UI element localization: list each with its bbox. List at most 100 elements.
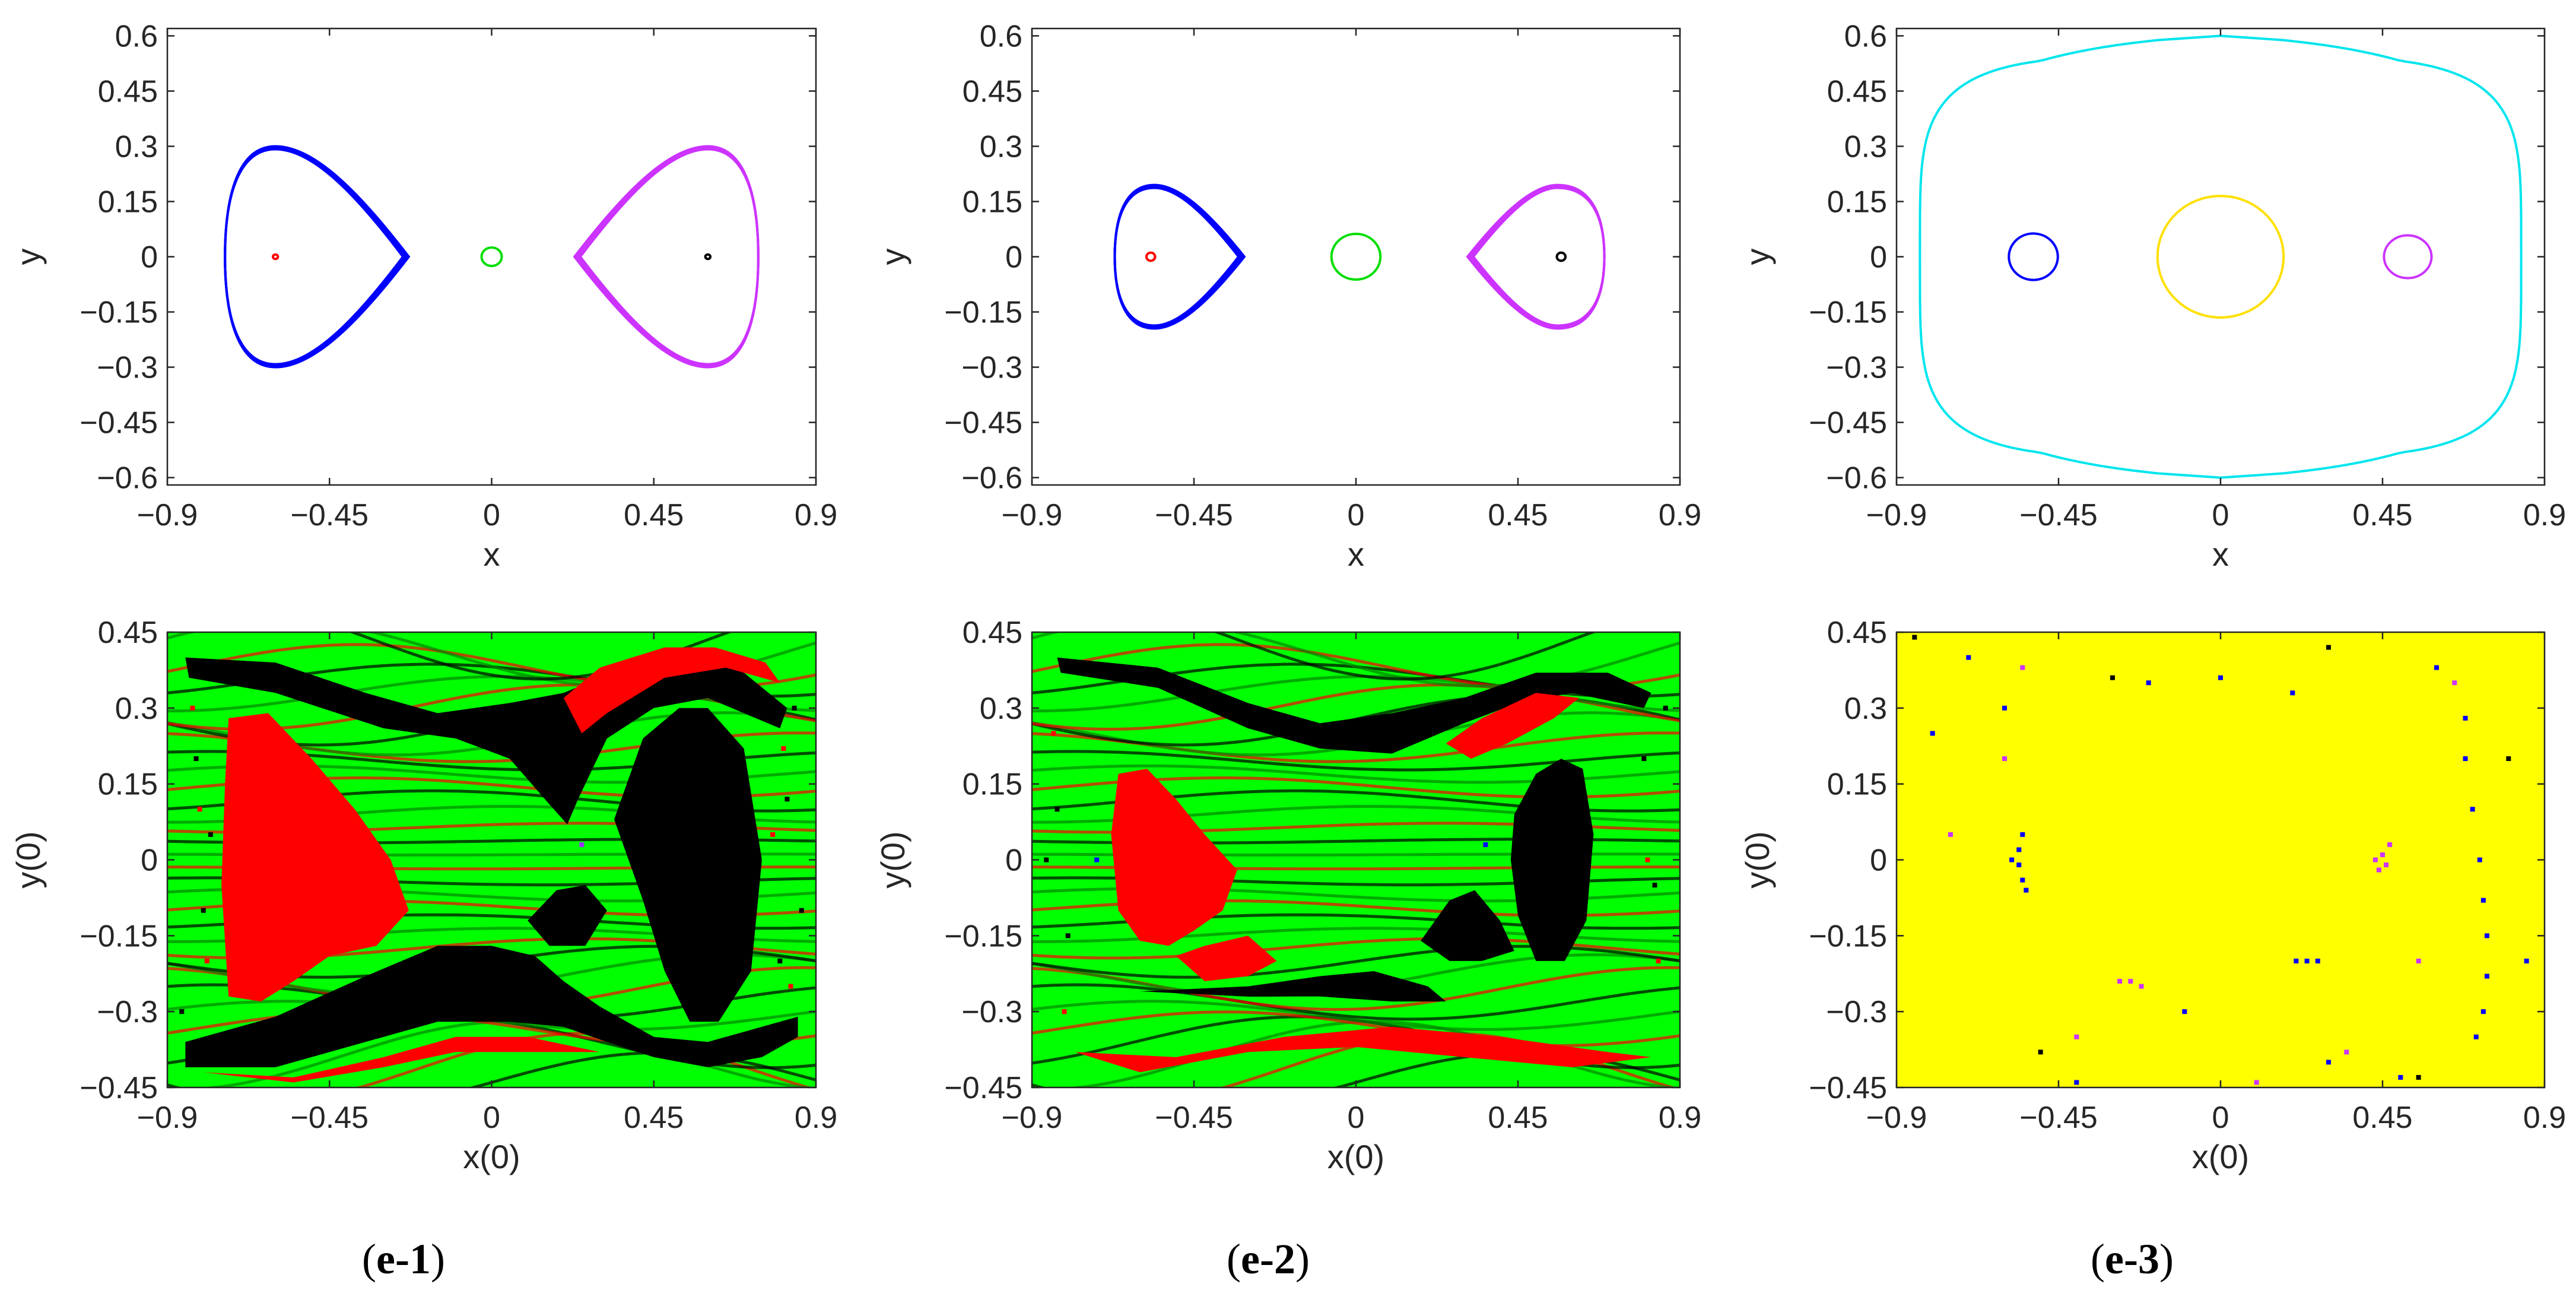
basin-point (2016, 847, 2022, 852)
x-axis-label: x (2212, 535, 2229, 573)
x-tick-label: 0.45 (1488, 498, 1548, 532)
y-axis-label: y (874, 249, 911, 265)
x-tick-label: −0.45 (1155, 498, 1233, 532)
basin-point (2315, 958, 2320, 963)
basin-point (2484, 933, 2489, 938)
basin-point (2398, 1074, 2403, 1080)
basin-point (201, 908, 206, 913)
x-axis-label: x(0) (463, 1138, 520, 1175)
basin-point (792, 705, 797, 711)
basin-point (204, 958, 209, 963)
basin-band (348, 632, 733, 681)
x-tick-label: 0.45 (2352, 1101, 2412, 1135)
x-tick-label: 0.9 (1659, 498, 1701, 532)
y-tick-label: 0.45 (1827, 74, 1887, 109)
basin-point (1645, 857, 1650, 863)
basin-point (2376, 867, 2381, 873)
x-tick-label: 0.9 (1659, 1101, 1701, 1135)
x-tick-label: −0.45 (290, 1101, 369, 1135)
basin-point (2304, 958, 2310, 963)
x-axis-label: x (1348, 535, 1364, 573)
basin-point (1663, 705, 1668, 711)
x-tick-label: 0 (1348, 1101, 1365, 1135)
y-tick-label: 0.3 (115, 692, 158, 726)
x-tick-label: 0.9 (2523, 1101, 2566, 1135)
orbit-lobe (1472, 186, 1606, 327)
orbit-circle (1555, 251, 1567, 262)
basin-point (2117, 979, 2123, 984)
basin-band (1032, 1010, 1680, 1048)
basin-region (1446, 693, 1580, 759)
plot-area (1113, 183, 1606, 330)
x-axis-label: x (484, 535, 500, 573)
plot-area (224, 145, 760, 369)
basin-point (1051, 731, 1056, 736)
basin-band (1032, 1000, 1680, 1031)
orbit-circle (271, 253, 279, 261)
basin-point (1912, 635, 1917, 640)
y-tick-label: −0.15 (1809, 919, 1887, 953)
orbit-outer (1918, 34, 2523, 479)
basin-region (1111, 769, 1237, 946)
basin-band (167, 674, 816, 713)
basin-point (2326, 1060, 2331, 1065)
x-axis-label: x(0) (1327, 1138, 1384, 1175)
basin-map-e3: −0.9 −0.45 0 0.45 0.90.450.30.150−0.15−0.3−0… (1739, 616, 2566, 1175)
basin-region (1510, 759, 1594, 961)
orbit-circle (1330, 233, 1382, 281)
y-tick-label: 0.45 (98, 616, 158, 650)
basin-point (2218, 675, 2223, 680)
orbit-lobe (579, 148, 760, 366)
basin-point (2020, 877, 2025, 883)
y-tick-label: 0 (1005, 240, 1022, 275)
y-tick-label: 0.3 (115, 129, 158, 164)
basin-point (1652, 883, 1657, 888)
basin-point (2434, 665, 2439, 670)
y-tick-label: 0.45 (98, 74, 158, 109)
y-tick-label: 0.3 (1844, 692, 1887, 726)
y-tick-label: −0.45 (944, 406, 1022, 440)
plot-background (1897, 28, 2545, 485)
y-tick-label: −0.6 (961, 461, 1022, 496)
basin-point (2020, 832, 2025, 837)
x-tick-label: 0 (483, 498, 500, 532)
y-tick-label: −0.3 (1826, 351, 1887, 385)
y-axis-label: y (1739, 249, 1776, 265)
y-tick-label: 0.15 (98, 768, 158, 802)
y-tick-label: −0.6 (97, 461, 158, 496)
basin-region (1176, 936, 1277, 981)
basin-point (2384, 863, 2389, 868)
basin-band (1032, 983, 1680, 1021)
basin-point (2380, 852, 2385, 857)
y-tick-label: 0.15 (98, 185, 158, 219)
x-tick-label: −0.45 (1155, 1101, 1233, 1135)
basin-point (2038, 1049, 2043, 1055)
basin-point (2506, 756, 2511, 762)
y-tick-label: −0.45 (80, 1071, 158, 1105)
basin-point (1065, 933, 1071, 938)
x-tick-label: 0 (1348, 498, 1365, 532)
basin-region (185, 946, 798, 1067)
basin-region (1057, 657, 1651, 754)
basin-point (2473, 1034, 2479, 1039)
basin-point (2294, 958, 2299, 963)
orbit-circle (2156, 195, 2285, 319)
panel-label-e1: (e-1) (362, 1235, 445, 1283)
basin-region (614, 708, 762, 1022)
y-tick-label: −0.15 (80, 919, 158, 953)
x-axis-label: x(0) (2192, 1138, 2249, 1175)
x-tick-label: 0 (2212, 498, 2229, 532)
basin-point (1483, 842, 1488, 847)
basin-band (1032, 944, 1680, 979)
panel-label-text: e-3 (2105, 1235, 2159, 1283)
basin-point (2470, 807, 2475, 812)
basin-point (1948, 832, 1953, 837)
x-tick-label: −0.9 (137, 498, 198, 532)
basin-point (1966, 655, 1971, 660)
basin-point (2182, 1009, 2187, 1014)
y-tick-label: −0.45 (1809, 1071, 1887, 1105)
basin-point (2416, 958, 2421, 963)
x-tick-label: 0 (2212, 1101, 2229, 1135)
y-tick-label: 0 (141, 844, 158, 878)
y-tick-label: −0.15 (944, 296, 1022, 330)
